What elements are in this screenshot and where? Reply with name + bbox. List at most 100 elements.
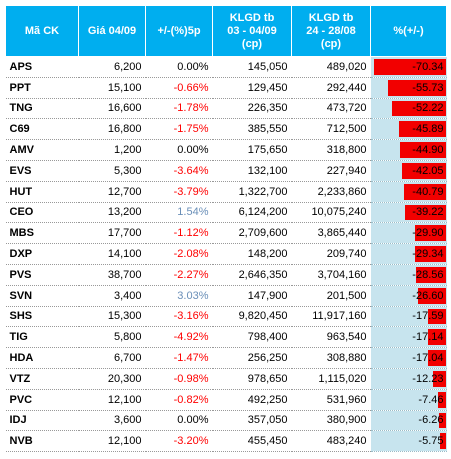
cell: 2,646,350 bbox=[212, 264, 292, 286]
cell-text: -42.05 bbox=[412, 164, 444, 177]
cell: 473,720 bbox=[291, 98, 371, 120]
cell: 14,100 bbox=[78, 243, 146, 265]
header-line: (cp) bbox=[320, 37, 342, 50]
data-bar bbox=[398, 121, 446, 138]
cell: 318,800 bbox=[291, 139, 371, 161]
cell-text: -52.22 bbox=[412, 102, 444, 115]
header-row: Mã CK Giá 04/09 +/-(%)5p KLGD tb 03 - 04/09(… bbox=[5, 5, 447, 57]
cell-text: -44.90 bbox=[412, 144, 444, 157]
cell: 2,233,860 bbox=[291, 181, 371, 203]
cell: -0.98% bbox=[145, 368, 213, 390]
header-line: (cp) bbox=[241, 37, 263, 50]
column-header: KLGD tb 24 - 28/08 (cp) bbox=[291, 5, 371, 57]
change-cell: -44.90 bbox=[370, 139, 447, 161]
cell: -3.79% bbox=[145, 181, 213, 203]
column-header: +/-(%)5p bbox=[145, 5, 213, 57]
change-cell: -40.79 bbox=[370, 181, 447, 203]
cell-text: -55.73 bbox=[412, 81, 444, 94]
cell: 11,917,160 bbox=[291, 306, 371, 328]
cell-text: -12.23 bbox=[412, 372, 444, 385]
data-bar bbox=[402, 162, 446, 179]
table-row: PVS 38,700 -2.27% 2,646,350 3,704,160 -28.56 bbox=[5, 264, 447, 286]
symbol: AMV bbox=[5, 139, 79, 161]
change-cell: -42.05 bbox=[370, 160, 447, 182]
symbol: DXP bbox=[5, 243, 79, 265]
cell: 978,650 bbox=[212, 368, 292, 390]
cell: 132,100 bbox=[212, 160, 292, 182]
table-row: CEO 13,200 1.54% 6,124,200 10,075,240 -39.22 bbox=[5, 202, 447, 224]
change-cell: -45.89 bbox=[370, 118, 447, 141]
cell: -1.12% bbox=[145, 222, 213, 245]
cell: 226,350 bbox=[212, 98, 292, 120]
data-bar bbox=[405, 204, 446, 221]
cell: 3,704,160 bbox=[291, 264, 371, 286]
table-row: EVS 5,300 -3.64% 132,100 227,940 -42.05 bbox=[5, 160, 447, 182]
cell: -0.66% bbox=[145, 77, 213, 99]
cell: 145,050 bbox=[212, 56, 292, 78]
data-bar bbox=[414, 225, 446, 242]
cell: -3.64% bbox=[145, 160, 213, 182]
cell: 209,740 bbox=[291, 243, 371, 265]
symbol: NVB bbox=[5, 430, 79, 453]
cell-text: -29.90 bbox=[412, 227, 444, 240]
header-line: %(+/-) bbox=[393, 24, 424, 37]
cell: -2.27% bbox=[145, 264, 213, 286]
cell: 0.00% bbox=[145, 410, 213, 432]
cell: 798,400 bbox=[212, 326, 292, 349]
cell: 385,550 bbox=[212, 118, 292, 141]
table-row: AMV 1,200 0.00% 175,650 318,800 -44.90 bbox=[5, 139, 447, 161]
change-cell: -17.14 bbox=[370, 326, 447, 349]
stock-table: Mã CK Giá 04/09 +/-(%)5p KLGD tb 03 - 04/09(… bbox=[5, 5, 447, 453]
cell: -4.92% bbox=[145, 326, 213, 349]
cell: 712,500 bbox=[291, 118, 371, 141]
cell: 148,200 bbox=[212, 243, 292, 265]
symbol: IDJ bbox=[5, 410, 79, 432]
cell: 483,240 bbox=[291, 430, 371, 453]
table-row: HDA 6,700 -1.47% 256,250 308,880 -17.04 bbox=[5, 347, 447, 369]
table-body: APS 6,200 0.00% 145,050 489,020 -70.34 PPT 15,1… bbox=[5, 56, 447, 453]
table-row: DXP 14,100 -2.08% 148,200 209,740 -29.34 bbox=[5, 243, 447, 265]
cell: 10,075,240 bbox=[291, 202, 371, 224]
header-line: KLGD tb bbox=[229, 11, 275, 24]
cell: 6,200 bbox=[78, 56, 146, 78]
symbol: PVC bbox=[5, 389, 79, 411]
data-bar bbox=[399, 142, 446, 158]
cell-text: -17.59 bbox=[412, 310, 444, 323]
cell: -3.16% bbox=[145, 306, 213, 328]
table-row: HUT 12,700 -3.79% 1,322,700 2,233,860 -40.79 bbox=[5, 181, 447, 203]
cell: 16,600 bbox=[78, 98, 146, 120]
change-cell: -12.23 bbox=[370, 368, 447, 390]
symbol: VTZ bbox=[5, 368, 79, 390]
cell: 492,250 bbox=[212, 389, 292, 411]
table-row: PVC 12,100 -0.82% 492,250 531,960 -7.46 bbox=[5, 389, 447, 411]
cell-text: -40.79 bbox=[412, 185, 444, 198]
column-header: KLGD tb 03 - 04/09 (cp) bbox=[212, 5, 292, 57]
cell: 201,500 bbox=[291, 285, 371, 307]
column-header: Giá 04/09 bbox=[78, 5, 146, 57]
header-line: 24 - 28/08 bbox=[306, 24, 356, 37]
data-bar bbox=[432, 370, 446, 387]
cell: 16,800 bbox=[78, 118, 146, 141]
cell: 15,300 bbox=[78, 306, 146, 328]
table-row: VTZ 20,300 -0.98% 978,650 1,115,020 -12.23 bbox=[5, 368, 447, 390]
symbol: HUT bbox=[5, 181, 79, 203]
cell-text: -70.34 bbox=[412, 60, 444, 73]
change-cell: -52.22 bbox=[370, 98, 447, 120]
change-cell: -7.46 bbox=[370, 389, 447, 411]
symbol: SHS bbox=[5, 306, 79, 328]
symbol: EVS bbox=[5, 160, 79, 182]
cell: 17,700 bbox=[78, 222, 146, 245]
cell-text: -28.56 bbox=[412, 268, 444, 281]
table-row: C69 16,800 -1.75% 385,550 712,500 -45.89 bbox=[5, 118, 447, 141]
data-bar bbox=[437, 391, 446, 408]
cell: 227,940 bbox=[291, 160, 371, 182]
cell: 963,540 bbox=[291, 326, 371, 349]
data-bar bbox=[373, 59, 446, 75]
data-bar bbox=[416, 266, 446, 283]
cell-text: -6.26 bbox=[418, 414, 444, 427]
column-header: Mã CK bbox=[5, 5, 79, 57]
cell: 12,100 bbox=[78, 389, 146, 411]
cell: 12,700 bbox=[78, 181, 146, 203]
cell: 3,600 bbox=[78, 410, 146, 432]
